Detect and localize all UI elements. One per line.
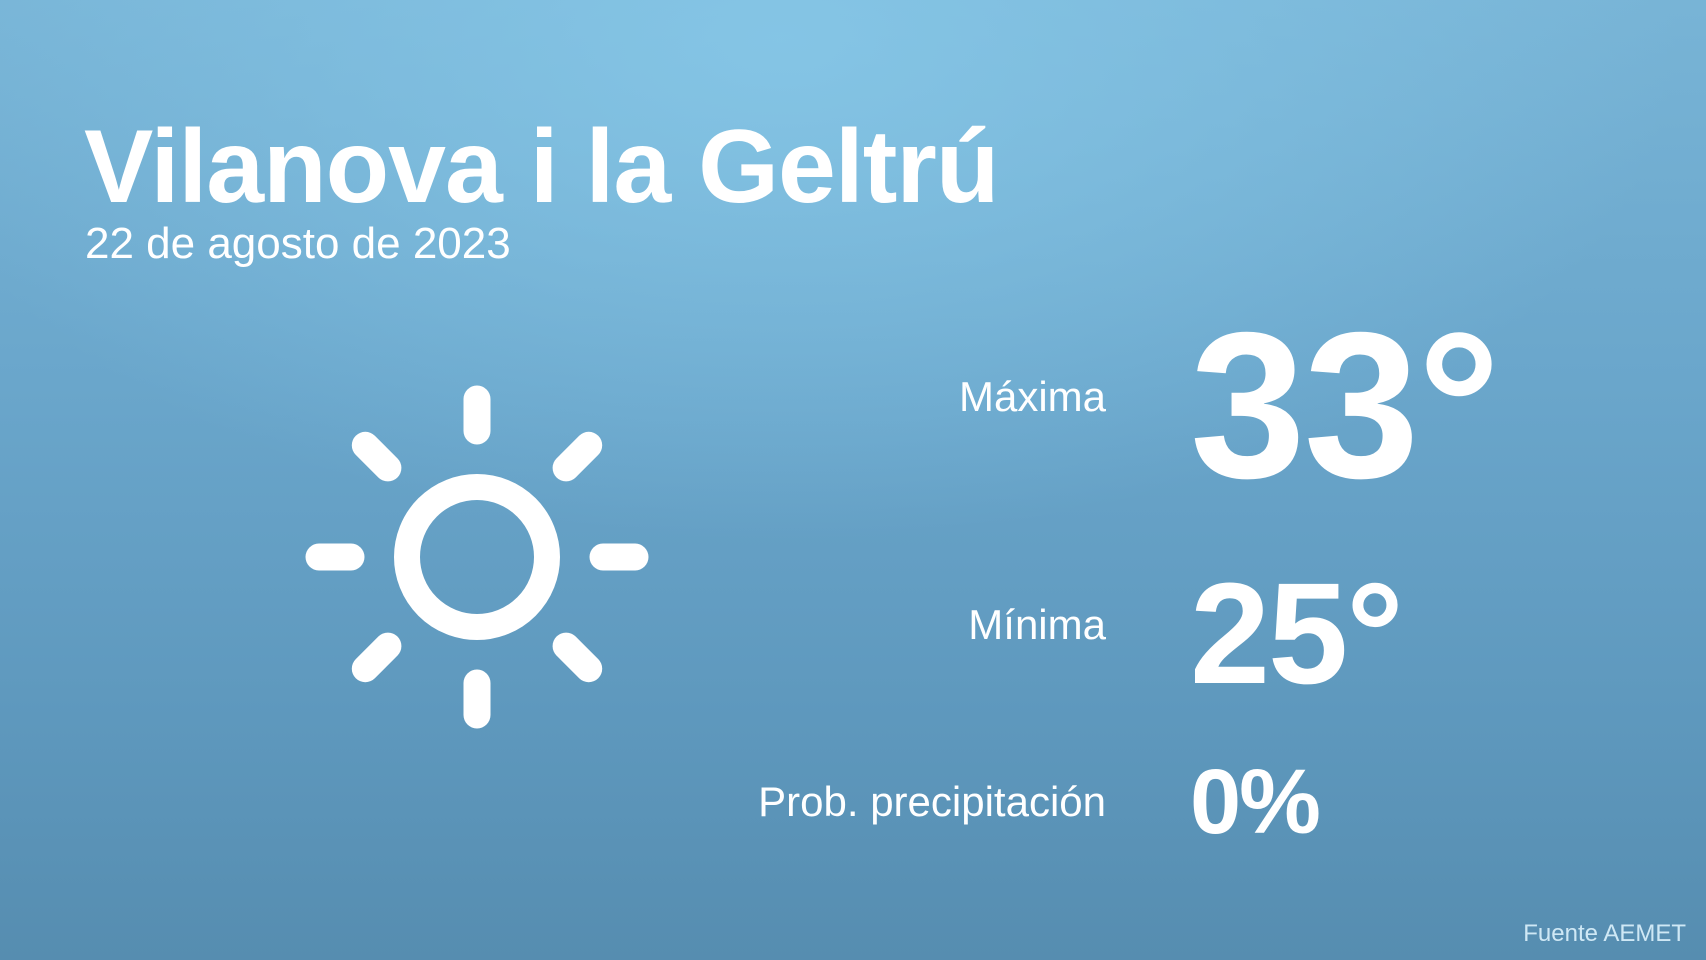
max-temperature: 33° bbox=[1190, 290, 1501, 522]
precipitation-probability: 0% bbox=[1190, 751, 1321, 853]
source-credit: Fuente AEMET bbox=[1523, 920, 1686, 947]
min-label: Mínima bbox=[968, 601, 1106, 648]
sun-ray bbox=[351, 632, 402, 683]
forecast-date: 22 de agosto de 2023 bbox=[85, 219, 511, 268]
sun-ray bbox=[351, 431, 402, 482]
max-label: Máxima bbox=[958, 373, 1106, 420]
sun-icon bbox=[305, 385, 649, 729]
city-title: Vilanova i la Geltrú bbox=[84, 109, 999, 225]
sun-ray bbox=[552, 632, 603, 683]
precipitation-label: Prob. precipitación bbox=[758, 778, 1106, 825]
min-temperature: 25° bbox=[1190, 553, 1404, 714]
sun-ray bbox=[552, 431, 603, 482]
